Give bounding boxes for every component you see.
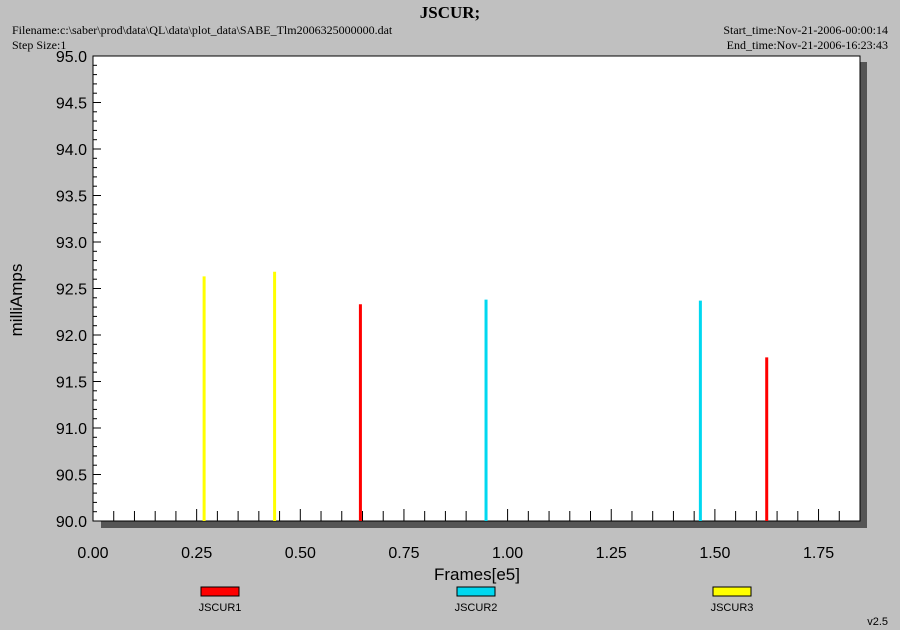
legend-swatch-jscur2 xyxy=(456,586,496,597)
y-tick-label: 90.0 xyxy=(56,514,87,531)
x-axis-title: Frames[e5] xyxy=(434,565,520,584)
legend-label-jscur1: JSCUR1 xyxy=(199,602,242,614)
legend-label-jscur3: JSCUR3 xyxy=(711,602,754,614)
y-axis-title: milliAmps xyxy=(7,264,26,337)
y-tick-label: 93.5 xyxy=(56,189,87,206)
filename-label: Filename:c:\saber\prod\data\QL\data\plot… xyxy=(12,23,393,37)
y-tick-label: 92.5 xyxy=(56,282,87,299)
y-tick-label: 94.0 xyxy=(56,142,87,159)
y-tick-label: 92.0 xyxy=(56,328,87,345)
x-tick-label: 0.00 xyxy=(77,545,108,562)
y-tick-label: 90.5 xyxy=(56,468,87,485)
labels-layer: 90.0 90.5 91.0 91.5 92.0 92.5 93.0 93.5 94.0 94.5… xyxy=(56,49,834,562)
legend-label-jscur2: JSCUR2 xyxy=(455,602,498,614)
step-size-label: Step Size:1 xyxy=(12,38,67,52)
start-time-label: Start_time:Nov-21-2006-00:00:14 xyxy=(723,23,888,37)
legend-swatch-jscur3 xyxy=(712,586,752,597)
x-tick-label: 1.50 xyxy=(699,545,730,562)
x-tick-label: 0.25 xyxy=(181,545,212,562)
x-tick-label: 0.75 xyxy=(388,545,419,562)
x-tick-label: 0.50 xyxy=(285,545,316,562)
y-tick-label: 91.5 xyxy=(56,375,87,392)
y-tick-label: 95.0 xyxy=(56,49,87,66)
chart-title: JSCUR; xyxy=(419,3,481,22)
plot-area xyxy=(92,55,861,522)
y-tick-label: 91.0 xyxy=(56,421,87,438)
y-tick-label: 93.0 xyxy=(56,235,87,252)
x-tick-label: 1.75 xyxy=(803,545,834,562)
ticks-layer xyxy=(92,55,861,522)
legend-swatch-jscur1 xyxy=(200,586,240,597)
end-time-label: End_time:Nov-21-2006-16:23:43 xyxy=(726,38,888,52)
version-label: v2.5 xyxy=(867,616,888,628)
y-tick-label: 94.5 xyxy=(56,96,87,113)
x-tick-label: 1.25 xyxy=(596,545,627,562)
legend: JSCUR1 JSCUR2 JSCUR3 xyxy=(199,586,754,614)
bars-layer xyxy=(202,271,769,521)
x-tick-label: 1.00 xyxy=(492,545,523,562)
